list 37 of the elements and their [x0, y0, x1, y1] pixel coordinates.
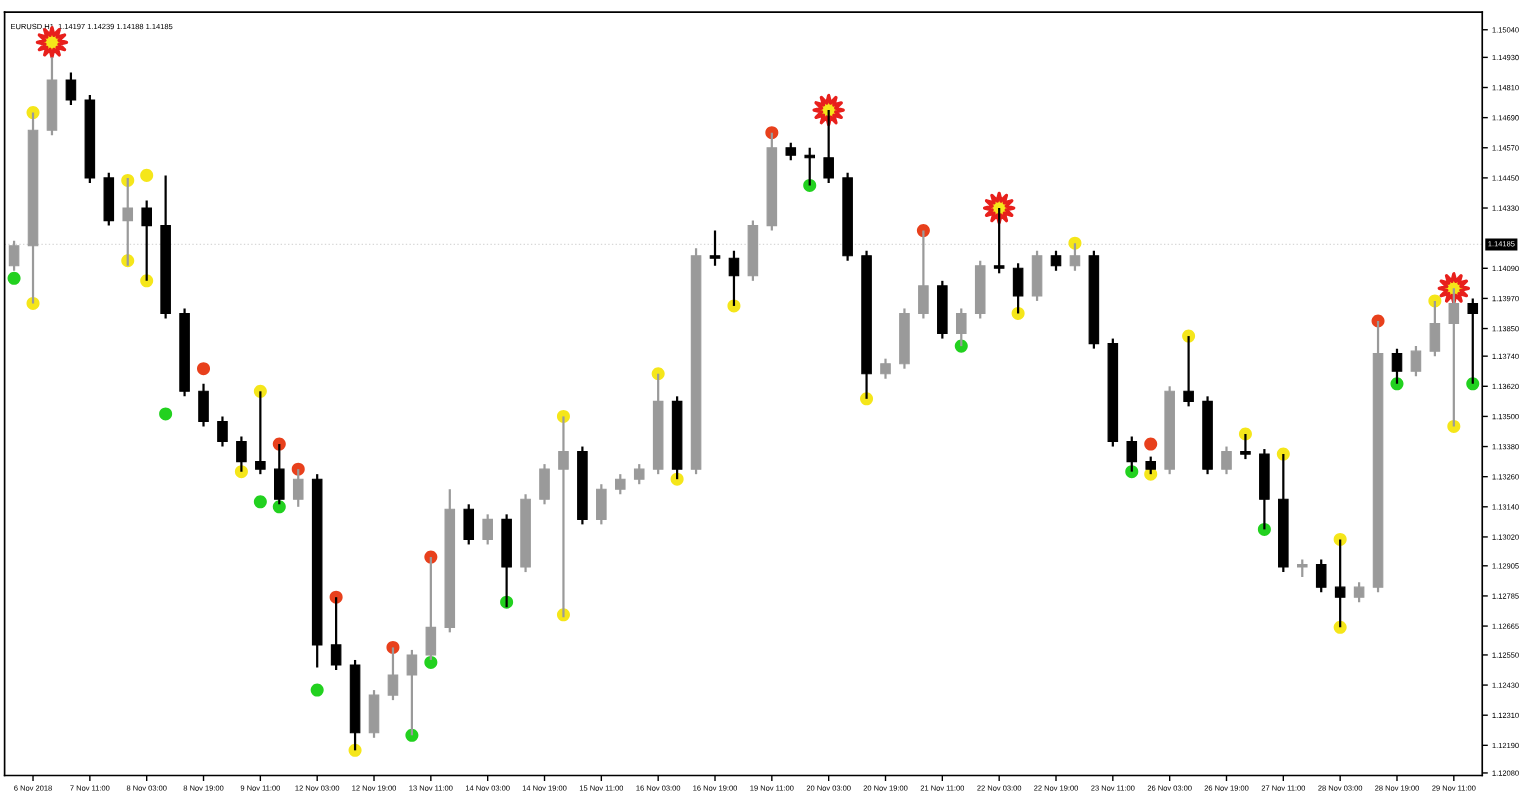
- point: [253, 495, 267, 509]
- candlestick: [1221, 445, 1232, 476]
- candlestick: [974, 259, 986, 320]
- candlestick: [463, 503, 475, 546]
- candlestick: [103, 171, 115, 227]
- candlestick: [880, 357, 891, 380]
- point: [812, 93, 845, 127]
- candlestick: [8, 239, 20, 272]
- candlestick: [1315, 558, 1327, 594]
- point: [982, 191, 1016, 225]
- point: [1437, 272, 1471, 305]
- candlestick: [633, 463, 645, 486]
- candlestick: [1031, 249, 1043, 303]
- candlestick: [614, 473, 626, 496]
- candlestick: [823, 108, 834, 185]
- candlestick: [65, 71, 77, 107]
- candlestick: [937, 279, 948, 340]
- candlestick: [993, 206, 1005, 275]
- candlestick: [709, 229, 721, 267]
- candlestick: [368, 688, 380, 739]
- candlestick: [1410, 345, 1422, 378]
- candlestick: [1050, 249, 1062, 272]
- candlestick: [482, 513, 493, 546]
- point: [1447, 419, 1461, 433]
- point: [159, 407, 173, 421]
- point: [272, 500, 286, 514]
- candlestick: [217, 415, 228, 448]
- point: [310, 683, 324, 697]
- candlestick: [198, 382, 209, 428]
- candlestick: [539, 463, 550, 506]
- point: [197, 362, 211, 376]
- point: [140, 168, 154, 182]
- candlestick: [1353, 581, 1365, 604]
- point: [1144, 437, 1158, 451]
- candlestick: [596, 483, 607, 526]
- point: [7, 271, 21, 285]
- point: [424, 655, 438, 669]
